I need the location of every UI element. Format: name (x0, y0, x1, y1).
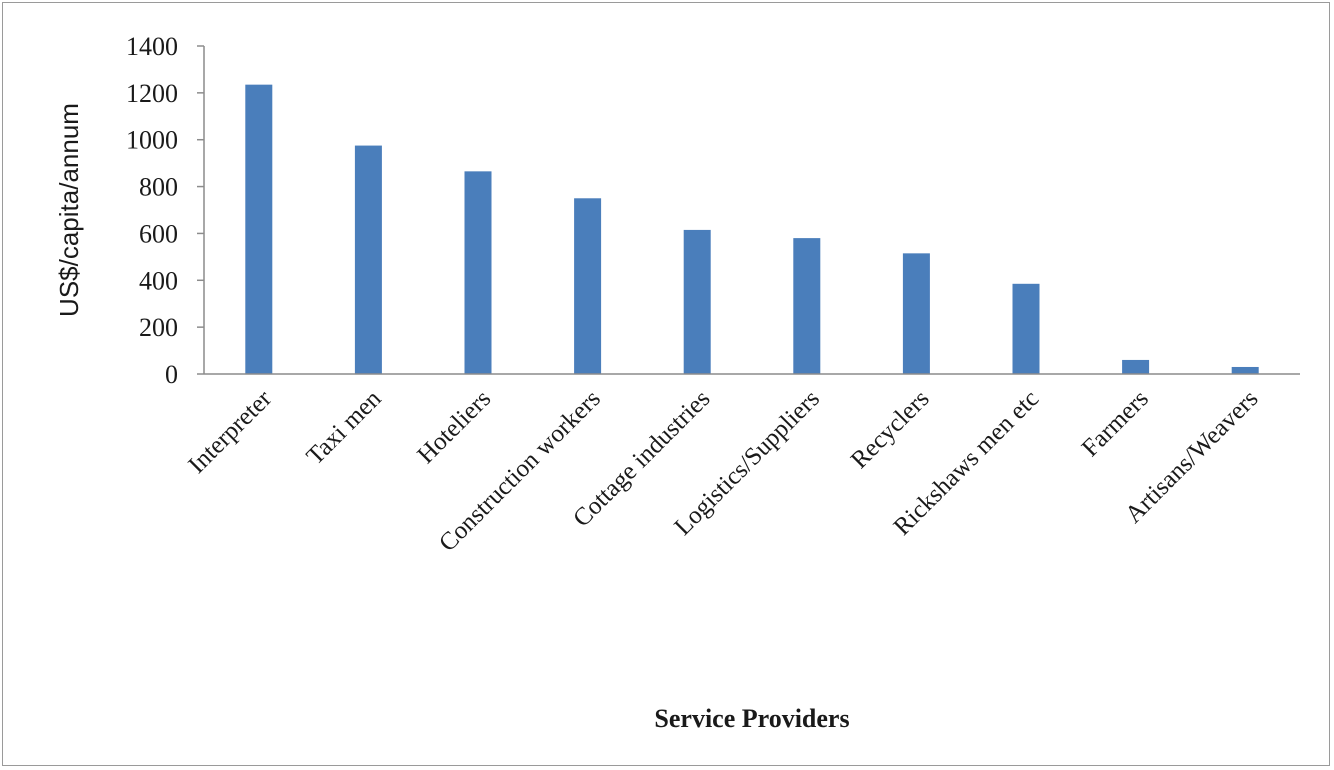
x-tick-label: Interpreter (183, 385, 277, 479)
bar (1012, 283, 1040, 374)
y-tick-label: 1000 (126, 126, 178, 155)
x-tick-label: Farmers (1077, 385, 1154, 462)
y-tick-label: 400 (139, 266, 178, 295)
y-tick-label: 200 (139, 313, 178, 342)
bar (574, 198, 602, 374)
bar (793, 238, 821, 374)
x-axis-label: Service Providers (654, 704, 849, 733)
x-axis-tick-labels: Interpreter Taxi men HoteliersConstruction… (183, 385, 1263, 557)
bar (683, 229, 711, 374)
y-tick-label: 0 (165, 360, 178, 389)
x-tick-label: Taxi men (302, 385, 387, 470)
y-tick-label: 800 (139, 173, 178, 202)
y-tick-label: 1400 (126, 32, 178, 61)
bar (902, 253, 930, 374)
x-tick-label: Recyclers (846, 385, 935, 474)
y-axis-ticks: 0 200 400 600 800 1000 1200 1400 (126, 32, 204, 389)
bar (1231, 366, 1259, 374)
y-tick-label: 600 (139, 219, 178, 248)
axes (203, 46, 1300, 375)
bar (1122, 359, 1150, 374)
y-axis-label: US$/capita/annum (54, 103, 84, 317)
bar (354, 145, 382, 374)
x-tick-label: Hoteliers (412, 385, 496, 469)
bars (245, 84, 1259, 375)
y-tick-label: 1200 (126, 79, 178, 108)
bar (245, 84, 273, 375)
bar (464, 171, 492, 374)
